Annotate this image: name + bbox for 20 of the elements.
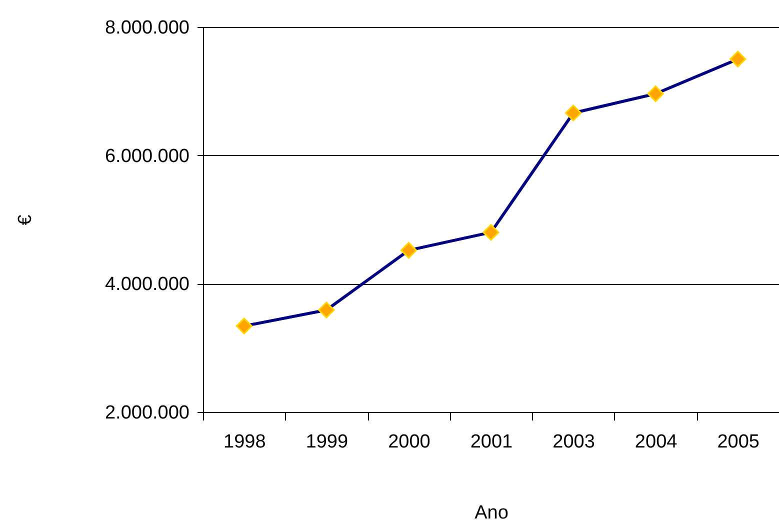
point: [318, 302, 335, 318]
point: [730, 50, 746, 68]
x-tick-label: 2000: [388, 432, 430, 452]
y-axis-title: €: [14, 214, 36, 226]
x-tick-label: 2005: [717, 432, 760, 452]
point: [564, 104, 582, 122]
y-tick-label: 8.000.000: [104, 18, 190, 38]
point: [236, 318, 252, 334]
x-tick-label: 1998: [224, 432, 266, 452]
y-tick-label: 6.000.000: [104, 146, 190, 167]
x-tick-label: 2004: [634, 432, 678, 452]
x-tick-label: 2003: [552, 432, 595, 452]
point: [400, 242, 418, 259]
x-axis-title: Ano: [474, 502, 508, 524]
y-tick-label: 4.000.000: [104, 274, 190, 296]
x-tick-label: 2001: [470, 432, 513, 452]
y-tick-label: 2.000.000: [104, 402, 190, 424]
x-tick-label: 1999: [306, 432, 348, 452]
point: [482, 224, 500, 241]
point: [647, 85, 664, 102]
